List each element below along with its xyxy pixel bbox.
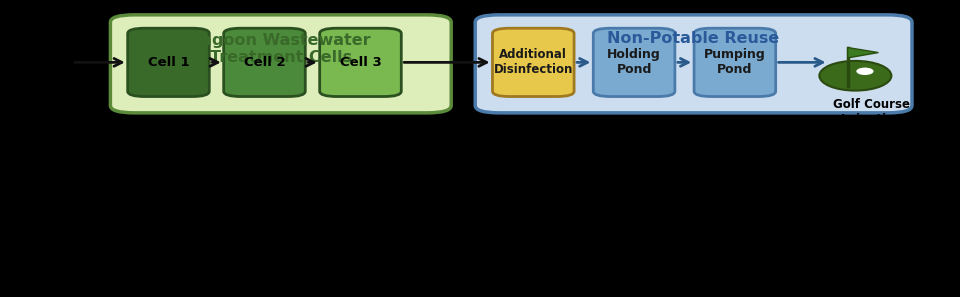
FancyBboxPatch shape bbox=[128, 28, 209, 97]
Text: Holding
Pond: Holding Pond bbox=[608, 48, 660, 76]
FancyBboxPatch shape bbox=[224, 28, 305, 97]
Text: Cell 3: Cell 3 bbox=[340, 56, 381, 69]
FancyBboxPatch shape bbox=[492, 28, 574, 97]
Text: Non-Potable Reuse: Non-Potable Reuse bbox=[607, 31, 780, 46]
Text: Cell 1: Cell 1 bbox=[148, 56, 189, 69]
FancyBboxPatch shape bbox=[593, 28, 675, 97]
FancyBboxPatch shape bbox=[475, 15, 912, 113]
Text: Lagoon Wastewater
Treatment Cells: Lagoon Wastewater Treatment Cells bbox=[191, 33, 372, 65]
Ellipse shape bbox=[820, 61, 891, 91]
Text: Golf Course
Irrigation: Golf Course Irrigation bbox=[833, 98, 910, 126]
Ellipse shape bbox=[856, 68, 874, 75]
FancyBboxPatch shape bbox=[320, 28, 401, 97]
FancyBboxPatch shape bbox=[694, 28, 776, 97]
Text: Pumping
Pond: Pumping Pond bbox=[704, 48, 766, 76]
Text: Cell 2: Cell 2 bbox=[244, 56, 285, 69]
Text: Additional
Disinfection: Additional Disinfection bbox=[493, 48, 573, 76]
Polygon shape bbox=[848, 48, 878, 58]
FancyBboxPatch shape bbox=[110, 15, 451, 113]
